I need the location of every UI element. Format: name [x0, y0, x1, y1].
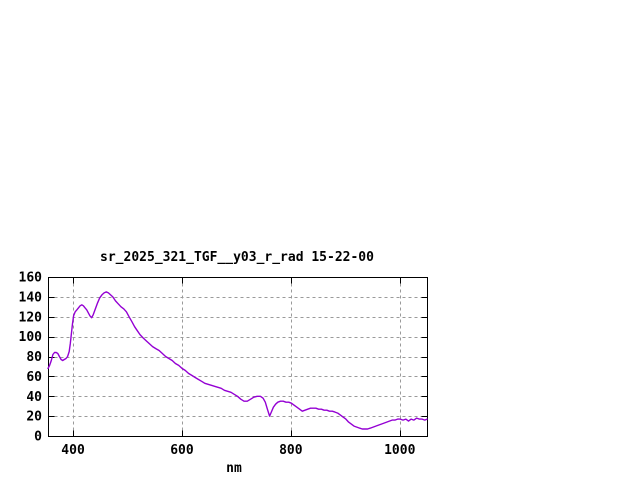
x-tick-label: 400	[61, 443, 85, 458]
x-tick-label: 1000	[384, 443, 415, 458]
x-tick-label: 600	[170, 443, 194, 458]
y-tick-label: 120	[19, 310, 43, 325]
x-axis-tick-labels: 400 600 800 1000	[61, 443, 415, 458]
y-tick-label: 100	[19, 330, 43, 345]
y-tick-label: 20	[26, 410, 42, 425]
y-tick-label: 80	[26, 350, 42, 365]
grid-lines	[48, 277, 428, 437]
y-axis-tick-labels: 0 20 40 60 80 100 120 140 160	[19, 271, 43, 445]
y-tick-label: 160	[19, 271, 43, 286]
y-tick-label: 140	[19, 290, 43, 305]
y-tick-label: 60	[26, 370, 42, 385]
chart-title: sr_2025_321_TGF__y03_r_rad 15-22-00	[100, 250, 374, 265]
x-axis-label: nm	[226, 461, 242, 476]
axis-ticks	[48, 277, 428, 437]
y-tick-label: 40	[26, 390, 42, 405]
x-tick-label: 800	[279, 443, 303, 458]
spectrum-line	[47, 291, 428, 430]
y-tick-label: 0	[34, 430, 42, 445]
spectrum-polyline	[47, 291, 428, 430]
